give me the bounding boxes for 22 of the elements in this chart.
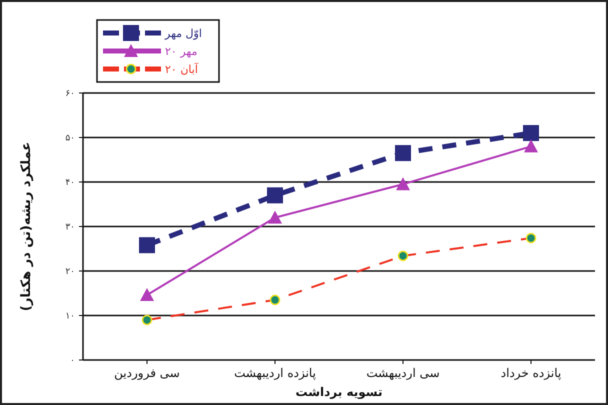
y-tick-label: ۴۰ — [65, 178, 75, 188]
y-tick-label: ۶۰ — [65, 89, 75, 100]
y-tick-label: ۲۰ — [65, 267, 75, 278]
y-axis-title: عملکرد ریشه(تن در هکتار) — [19, 142, 34, 312]
y-tick-label: ۰ — [70, 356, 75, 366]
point — [524, 139, 538, 152]
x-axis-title: تسویه برداشت — [296, 385, 382, 399]
legend-label: اوّل مهر — [164, 26, 202, 40]
x-tick-label: سی فروردین — [114, 366, 180, 380]
point — [523, 125, 539, 142]
point — [267, 187, 283, 204]
y-tick-label: ۵۰ — [65, 134, 75, 144]
x-tick-label: سی اردیبهشت — [366, 366, 440, 380]
y-tick-label: ۳۰ — [65, 222, 75, 233]
point — [396, 177, 410, 190]
point — [140, 288, 154, 302]
point — [395, 145, 411, 162]
point — [139, 237, 155, 254]
x-tick-label: پانزده اردیبهشت — [234, 366, 316, 380]
point — [268, 210, 282, 224]
x-tick-label: پانزده خرداد — [500, 366, 562, 380]
y-tick-label: ۱۰ — [65, 312, 75, 322]
